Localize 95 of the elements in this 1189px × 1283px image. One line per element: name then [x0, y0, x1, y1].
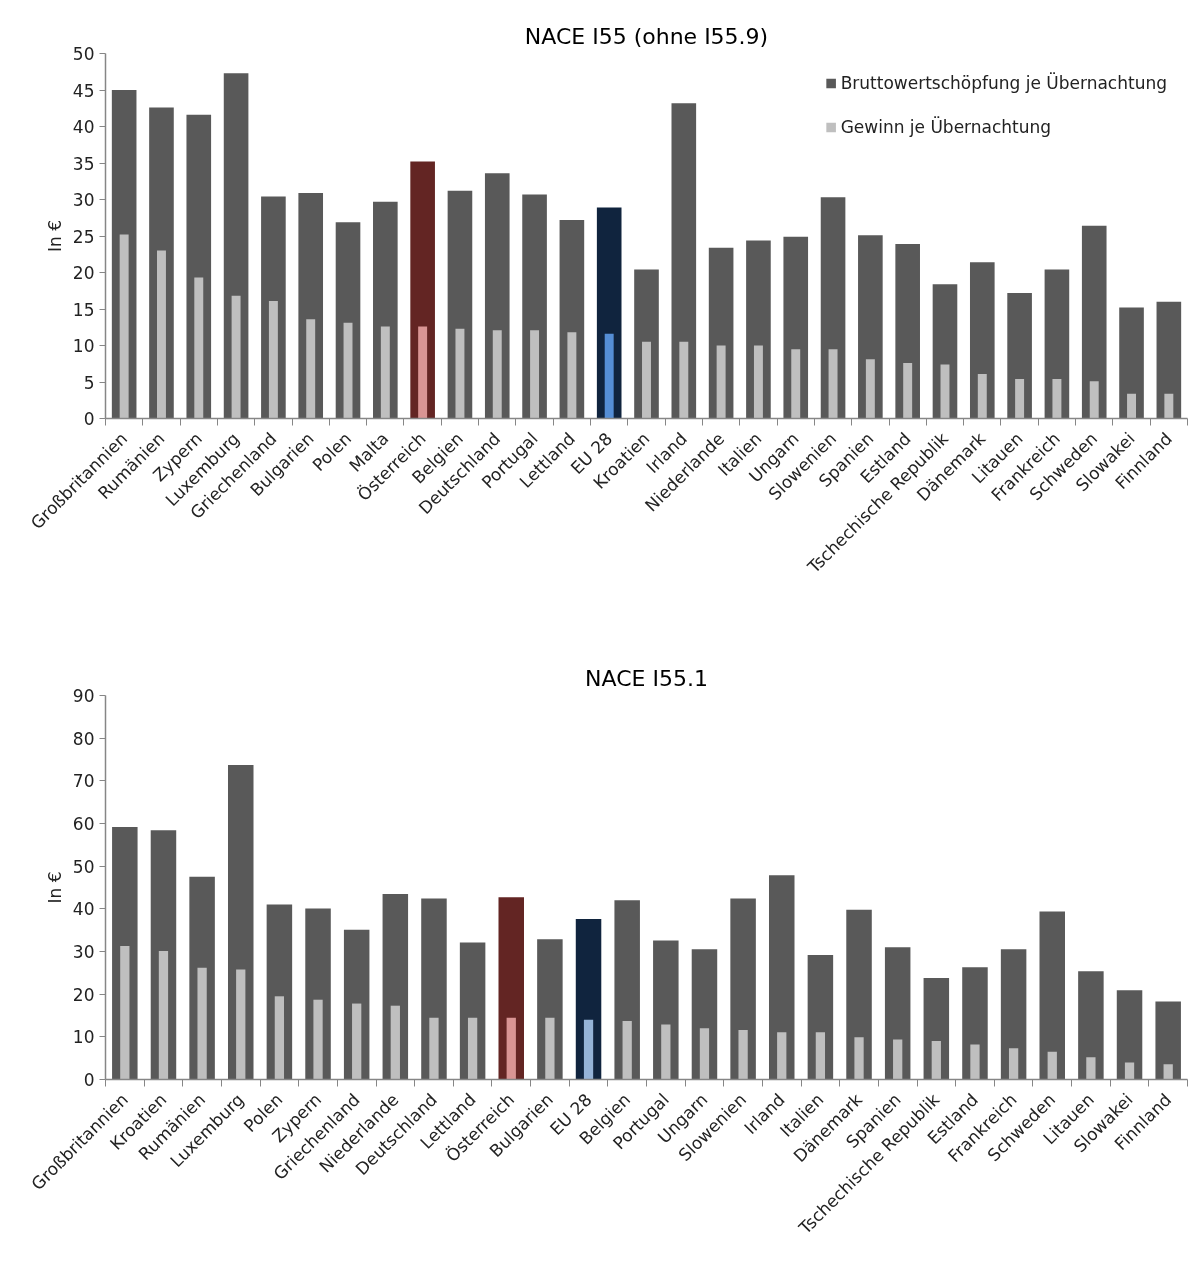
- y-tick-label: 10: [72, 336, 95, 356]
- bar: [622, 1021, 632, 1080]
- bar: [492, 330, 502, 419]
- y-tick-label: 45: [72, 80, 95, 101]
- bar: [231, 295, 241, 419]
- y-tick-label: 60: [72, 814, 95, 834]
- bar: [119, 234, 129, 419]
- bar: [865, 359, 875, 419]
- bar: [1078, 971, 1104, 1080]
- bar: [679, 341, 689, 419]
- bar: [777, 1032, 787, 1080]
- chart-title: NACE I55.1: [585, 665, 708, 691]
- bar: [1000, 949, 1027, 1080]
- bar: [236, 969, 246, 1080]
- y-tick-label: 30: [72, 942, 95, 962]
- bar: [769, 875, 795, 1080]
- y-tick-label: 50: [72, 856, 95, 877]
- bar: [1164, 393, 1174, 419]
- y-tick-label: 50: [72, 44, 95, 64]
- bar: [1039, 911, 1065, 1080]
- bar: [467, 1017, 478, 1080]
- bar: [1052, 379, 1062, 419]
- bar: [313, 999, 323, 1080]
- bar: [1015, 379, 1025, 419]
- bar: [604, 333, 614, 419]
- y-tick-label: 70: [72, 771, 95, 792]
- bar: [1081, 225, 1107, 419]
- y-tick-label: 35: [72, 153, 95, 174]
- legend-label: Gewinn je Übernachtung: [840, 117, 1052, 137]
- bar: [506, 1017, 516, 1080]
- legend-label: Bruttowertschöpfung je Übernachtung: [840, 73, 1167, 93]
- bar: [1156, 301, 1182, 419]
- bar: [699, 1028, 710, 1080]
- bar: [120, 945, 130, 1080]
- y-tick-label: 80: [72, 728, 95, 749]
- y-tick-label: 90: [72, 686, 95, 706]
- bar: [931, 1041, 941, 1080]
- bar: [1124, 1062, 1135, 1080]
- bar: [1047, 1051, 1057, 1080]
- bar: [352, 1003, 362, 1080]
- bar: [815, 1032, 826, 1080]
- y-tick-label: 20: [72, 263, 95, 283]
- bar: [545, 1017, 555, 1080]
- bar: [455, 328, 465, 419]
- bar: [642, 341, 651, 419]
- bar: [1119, 307, 1144, 419]
- bar: [716, 345, 726, 419]
- bar: [156, 250, 166, 419]
- y-tick-label: 5: [83, 372, 95, 393]
- y-tick-label: 15: [72, 299, 95, 320]
- bar: [671, 103, 697, 419]
- y-tick-label: 25: [72, 226, 95, 247]
- bar: [738, 1030, 748, 1080]
- bar: [1089, 381, 1099, 419]
- bar: [429, 1017, 439, 1080]
- y-tick-label: 20: [72, 984, 95, 1005]
- y-axis-title: In €: [44, 871, 65, 904]
- bar: [567, 332, 577, 419]
- bar: [380, 326, 390, 419]
- y-tick-label: 40: [72, 117, 95, 137]
- bar: [1155, 1001, 1181, 1080]
- bar: [1086, 1057, 1096, 1080]
- y-tick-label: 0: [83, 409, 95, 429]
- y-tick-label: 40: [72, 899, 95, 920]
- bar: [306, 319, 316, 419]
- bar: [390, 1005, 400, 1080]
- bar: [970, 1044, 980, 1080]
- bar: [197, 967, 207, 1080]
- y-axis-title: In €: [44, 219, 65, 252]
- bar: [268, 300, 278, 419]
- bar: [583, 1019, 594, 1080]
- y-tick-label: 10: [72, 1027, 95, 1048]
- bar: [661, 1024, 671, 1080]
- bar: [418, 326, 428, 419]
- bar: [753, 345, 763, 419]
- bar: [969, 262, 995, 419]
- bar: [977, 373, 987, 419]
- bar: [1044, 269, 1070, 419]
- bar: [893, 1039, 903, 1080]
- bar: [791, 349, 801, 419]
- chart-title: NACE I55 (ohne I55.9): [524, 23, 769, 49]
- bar: [158, 951, 169, 1080]
- bar: [530, 330, 540, 419]
- bar: [1163, 1064, 1173, 1080]
- y-tick-label: 0: [83, 1070, 95, 1090]
- bar: [903, 363, 913, 419]
- y-tick-label: 30: [72, 190, 95, 210]
- bar: [854, 1037, 864, 1080]
- bar: [274, 996, 285, 1080]
- bar: [1008, 1048, 1019, 1080]
- bar: [1127, 393, 1137, 419]
- bar: [828, 349, 838, 419]
- bar: [1116, 990, 1143, 1080]
- bar: [846, 909, 872, 1080]
- bar: [194, 277, 204, 419]
